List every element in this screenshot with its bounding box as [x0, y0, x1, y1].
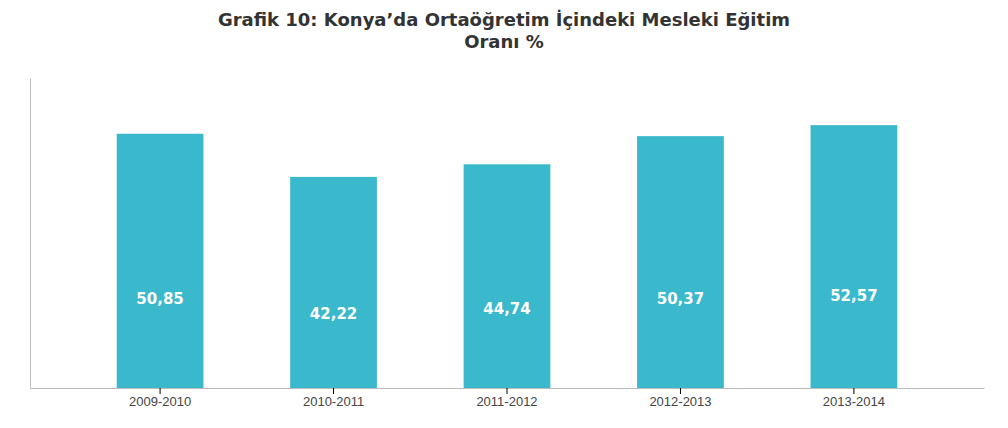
data-label: 44,74 [483, 300, 530, 318]
x-axis: 2009-2010 2010-2011 2011-2012 2012-2013 2013… [31, 388, 985, 409]
x-tick: 2009-2010 [129, 388, 191, 409]
data-label: 50,85 [136, 290, 183, 308]
bars [117, 125, 898, 388]
data-label: 50,37 [657, 290, 704, 308]
x-tick-label: 2012-2013 [649, 394, 711, 409]
title: Grafik 10: Konya’da Ortaöğretim İçindeki… [218, 9, 790, 52]
title-line: Oranı % [464, 31, 544, 52]
x-tick-mark [507, 388, 508, 394]
x-tick: 2013-2014 [823, 388, 885, 409]
x-tick-label: 2011-2012 [476, 394, 537, 409]
bar [290, 177, 377, 388]
bar [117, 134, 204, 388]
x-tick-mark [853, 388, 854, 394]
x-tick-mark [333, 388, 334, 394]
data-labels: 50,85 42,22 44,74 50,37 52,57 [136, 287, 877, 323]
bar [637, 136, 724, 388]
x-tick-mark [160, 388, 161, 394]
x-tick-label: 2010-2011 [303, 394, 364, 409]
chart: Grafik 10: Konya’da Ortaöğretim İçindeki… [0, 0, 1008, 428]
y-axis-line [30, 79, 31, 389]
x-tick-label: 2013-2014 [823, 394, 885, 409]
plot: 2009-2010 2010-2011 2011-2012 2012-2013 2013… [31, 79, 985, 410]
title-line: Grafik 10: Konya’da Ortaöğretim İçindeki… [218, 9, 790, 30]
data-label: 42,22 [310, 305, 357, 323]
bar [811, 125, 898, 388]
x-tick-label: 2009-2010 [129, 394, 191, 409]
x-tick: 2011-2012 [476, 388, 537, 409]
x-tick: 2012-2013 [649, 388, 711, 409]
bar [464, 164, 551, 388]
x-tick-mark [680, 388, 681, 394]
y-axis [30, 79, 31, 389]
x-tick: 2010-2011 [303, 388, 364, 409]
data-label: 52,57 [830, 287, 877, 305]
